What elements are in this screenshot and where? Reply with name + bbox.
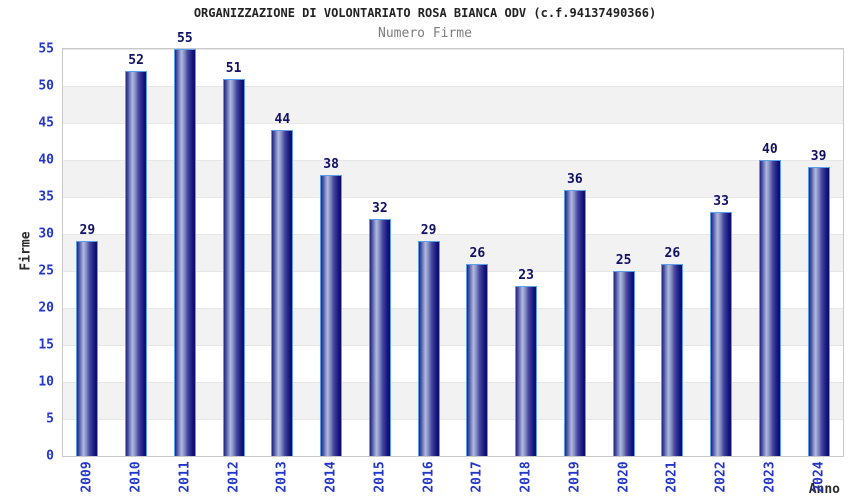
chart-bar-2020: [612, 271, 635, 456]
x-tick-label: 2021: [664, 461, 680, 493]
x-tick-label: 2014: [323, 461, 339, 493]
chart-bar-2011: [173, 49, 196, 456]
y-tick-label: 40: [38, 152, 54, 168]
bar-value-label: 23: [518, 267, 534, 283]
x-tick-label: 2011: [177, 461, 193, 493]
x-tick-label: 2009: [79, 461, 95, 493]
chart-bar-2016: [417, 241, 440, 456]
bar-value-label: 39: [810, 149, 827, 165]
x-tick-label: 2012: [226, 461, 242, 493]
chart-bar-2014: [320, 174, 343, 456]
bar-value-label: 25: [615, 253, 632, 268]
x-tick-label: 2016: [421, 461, 437, 493]
x-tick-label: 2013: [274, 461, 290, 493]
chart-title: ORGANIZZAZIONE DI VOLONTARIATO ROSA BIAN…: [193, 6, 657, 20]
chart-bar-2024: [807, 167, 830, 456]
x-tick-label: 2018: [518, 461, 534, 493]
chart-bar-2017: [466, 263, 489, 456]
chart-bar-2013: [271, 130, 294, 456]
x-tick-label: 2019: [567, 461, 583, 493]
x-tick-label: 2015: [372, 461, 388, 493]
chart-bar-2022: [710, 211, 733, 456]
x-tick-label: 2024: [811, 461, 827, 493]
bar-value-label: 36: [567, 171, 583, 187]
chart-subtitle: Numero Firme: [378, 26, 472, 41]
plot-area: 29 52 55 51 44 38 32 29 26 23 36 25 26 33 40 39: [62, 31, 844, 457]
bar-value-label: 29: [420, 223, 437, 239]
bar-value-label: 26: [469, 245, 486, 261]
y-tick-label: 55: [38, 41, 54, 57]
y-tick-label: 35: [38, 189, 54, 205]
x-tick-label: 2020: [616, 461, 632, 493]
x-tick-label: 2023: [762, 461, 778, 493]
y-tick-label: 10: [38, 374, 54, 390]
y-tick-label: 0: [46, 448, 54, 464]
bar-value-label: 52: [128, 53, 144, 69]
x-tick-label: 2022: [713, 461, 729, 493]
y-tick-label: 5: [46, 411, 54, 427]
chart-bar-2015: [368, 219, 391, 456]
y-tick-label: 50: [38, 78, 54, 94]
bar-value-label: 44: [274, 112, 291, 128]
chart-bar-2009: [76, 241, 99, 456]
chart-bar-2019: [563, 189, 586, 456]
x-tick-label: 2010: [128, 461, 144, 493]
bar-value-label: 33: [713, 193, 729, 209]
bar-value-label: 32: [372, 201, 388, 217]
chart-bar-2021: [661, 263, 684, 456]
bar-value-label: 29: [79, 223, 96, 239]
bar-value-label: 26: [664, 245, 681, 261]
y-tick-label: 25: [38, 263, 54, 279]
y-tick-label: 15: [38, 337, 54, 353]
y-tick-label: 30: [38, 226, 54, 242]
y-tick-label: 45: [38, 115, 54, 131]
bar-value-label: 55: [177, 31, 193, 46]
bar-value-label: 38: [323, 156, 339, 172]
chart-bar-2010: [125, 71, 148, 456]
bar-value-label: 51: [225, 60, 242, 76]
chart-bar-2018: [515, 285, 538, 456]
chart-bar-2012: [222, 78, 245, 456]
x-axis-title: Anno: [808, 482, 840, 497]
chart-bar-2023: [758, 160, 781, 456]
x-tick-label: 2017: [469, 461, 485, 493]
bar-value-label: 40: [762, 142, 778, 157]
y-tick-label: 20: [38, 300, 54, 316]
